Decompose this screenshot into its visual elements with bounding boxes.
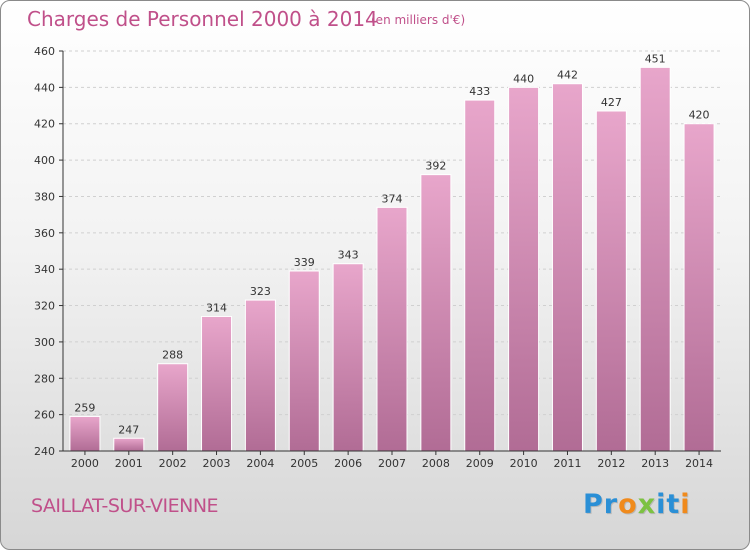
chart-subtitle: (en milliers d'€) <box>371 13 466 27</box>
data-label-2009: 433 <box>469 85 490 98</box>
data-label-2000: 259 <box>74 401 95 414</box>
bar-2003 <box>201 315 233 452</box>
bar-2008 <box>420 174 452 452</box>
bar-2006 <box>332 263 364 452</box>
x-tick-label-2010: 2010 <box>510 457 538 470</box>
y-tick-label: 440 <box>34 81 55 94</box>
x-tick-label-2005: 2005 <box>290 457 318 470</box>
y-tick-label: 380 <box>34 190 55 203</box>
bar-2005 <box>288 270 320 452</box>
x-tick-label-2012: 2012 <box>597 457 625 470</box>
bar-2000 <box>69 415 101 452</box>
bar-2002 <box>157 363 189 452</box>
x-tick-label-2007: 2007 <box>378 457 406 470</box>
y-tick-label: 460 <box>34 45 55 58</box>
y-tick-label: 300 <box>34 336 55 349</box>
x-tick-label-2008: 2008 <box>422 457 450 470</box>
data-label-2007: 374 <box>382 192 403 205</box>
x-tick-label-2009: 2009 <box>466 457 494 470</box>
data-label-2012: 427 <box>601 96 622 109</box>
bar-2014 <box>683 123 715 452</box>
logo-letter: o <box>618 489 638 520</box>
data-label-2003: 314 <box>206 301 227 314</box>
bar-2009 <box>464 99 496 452</box>
x-tick-label-2003: 2003 <box>203 457 231 470</box>
y-tick-label: 400 <box>34 154 55 167</box>
data-label-2001: 247 <box>118 423 139 436</box>
y-tick-label: 340 <box>34 263 55 276</box>
y-tick-label: 420 <box>34 118 55 131</box>
x-tick-label-2014: 2014 <box>685 457 713 470</box>
x-tick-label-2006: 2006 <box>334 457 362 470</box>
proxiti-logo: Proxiti <box>583 489 691 520</box>
x-tick-label-2004: 2004 <box>246 457 274 470</box>
bar-2012 <box>595 110 627 452</box>
x-tick-label-2002: 2002 <box>159 457 187 470</box>
data-label-2013: 451 <box>645 52 666 65</box>
data-label-2004: 323 <box>250 285 271 298</box>
logo-letter: x <box>637 489 657 520</box>
bar-2001 <box>113 437 145 452</box>
data-label-2010: 440 <box>513 72 534 85</box>
logo-letter: i <box>656 489 667 520</box>
logo-letter: i <box>680 489 691 520</box>
bar-2007 <box>376 206 408 452</box>
data-label-2011: 442 <box>557 69 578 82</box>
bar-2013 <box>639 66 671 452</box>
logo-letter: r <box>603 489 619 520</box>
x-tick-label-2011: 2011 <box>553 457 581 470</box>
logo-letter: t <box>666 489 681 520</box>
bar-2010 <box>508 86 540 452</box>
bar-2004 <box>244 299 276 452</box>
bar-2011 <box>551 83 583 452</box>
x-tick-label-2001: 2001 <box>115 457 143 470</box>
x-tick-label-2000: 2000 <box>71 457 99 470</box>
data-label-2008: 392 <box>425 160 446 173</box>
chart-title: Charges de Personnel 2000 à 2014 <box>27 7 378 31</box>
commune-name: SAILLAT-SUR-VIENNE <box>31 495 219 517</box>
data-label-2002: 288 <box>162 349 183 362</box>
x-tick-label-2013: 2013 <box>641 457 669 470</box>
y-tick-label: 280 <box>34 372 55 385</box>
logo-letter: P <box>583 489 604 520</box>
data-label-2006: 343 <box>338 249 359 262</box>
y-tick-label: 360 <box>34 227 55 240</box>
data-label-2014: 420 <box>689 109 710 122</box>
data-label-2005: 339 <box>294 256 315 269</box>
y-tick-label: 240 <box>34 445 55 458</box>
y-tick-label: 320 <box>34 300 55 313</box>
y-tick-label: 260 <box>34 409 55 422</box>
